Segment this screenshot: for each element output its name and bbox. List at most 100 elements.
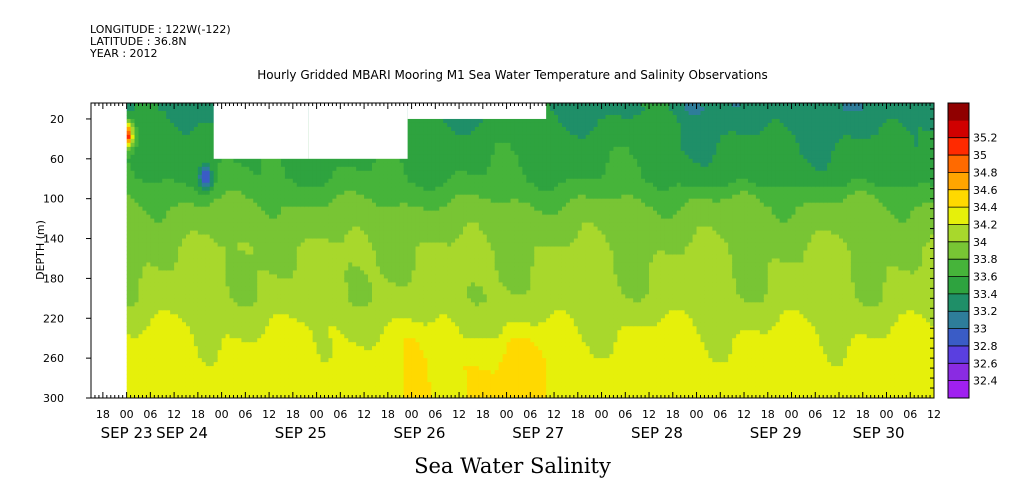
heatmap-cell bbox=[253, 366, 258, 371]
heatmap-cell bbox=[189, 118, 195, 124]
heatmap-cell bbox=[269, 162, 274, 168]
heatmap-cell bbox=[372, 242, 377, 248]
heatmap-cell bbox=[387, 262, 393, 268]
heatmap-cell bbox=[292, 302, 298, 307]
heatmap-cell bbox=[201, 250, 207, 256]
heatmap-cell bbox=[292, 286, 298, 291]
heatmap-cell bbox=[174, 106, 179, 112]
heatmap-cell bbox=[277, 182, 282, 188]
heatmap-cell bbox=[320, 226, 326, 232]
heatmap-cell bbox=[284, 210, 290, 216]
heatmap-cell bbox=[201, 378, 207, 383]
heatmap-cell bbox=[142, 282, 148, 287]
heatmap-cell bbox=[146, 110, 151, 116]
heatmap-cell bbox=[170, 290, 175, 295]
heatmap-cell bbox=[134, 134, 140, 140]
heatmap-cell bbox=[185, 250, 191, 256]
heatmap-cell bbox=[134, 322, 140, 327]
heatmap-cell bbox=[280, 378, 286, 383]
heatmap-cell bbox=[360, 210, 365, 216]
heatmap-cell bbox=[170, 354, 175, 359]
heatmap-cell bbox=[352, 202, 357, 208]
heatmap-cell bbox=[162, 250, 167, 256]
heatmap-cell bbox=[154, 218, 159, 224]
heatmap-cell bbox=[130, 126, 136, 132]
heatmap-cell bbox=[352, 362, 357, 367]
heatmap-cell bbox=[320, 366, 326, 371]
heatmap-cell bbox=[300, 362, 306, 367]
heatmap-cell bbox=[197, 190, 203, 196]
heatmap-cell bbox=[162, 202, 167, 208]
heatmap-cell bbox=[288, 394, 294, 398]
heatmap-cell bbox=[284, 218, 290, 224]
heatmap-cell bbox=[288, 290, 294, 295]
heatmap-cell bbox=[277, 278, 282, 283]
heatmap-cell bbox=[383, 274, 389, 280]
heatmap-cell bbox=[134, 338, 140, 343]
heatmap-cell bbox=[332, 326, 337, 331]
heatmap-cell bbox=[225, 162, 231, 168]
heatmap-cell bbox=[328, 194, 334, 200]
heatmap-cell bbox=[150, 214, 155, 220]
heatmap-cell bbox=[253, 202, 258, 208]
heatmap-cell bbox=[209, 254, 215, 260]
heatmap-cell bbox=[249, 258, 254, 264]
heatmap-cell bbox=[146, 226, 151, 232]
heatmap-cell bbox=[229, 214, 235, 220]
heatmap-cell bbox=[284, 394, 290, 398]
heatmap-cell bbox=[162, 358, 167, 363]
heatmap-cell bbox=[328, 374, 334, 379]
heatmap-cell bbox=[280, 346, 286, 351]
heatmap-cell bbox=[360, 370, 365, 375]
heatmap-cell bbox=[182, 178, 187, 184]
heatmap-cell bbox=[273, 318, 278, 323]
heatmap-cell bbox=[269, 302, 274, 307]
heatmap-cell bbox=[178, 362, 183, 367]
heatmap-cell bbox=[348, 214, 353, 220]
heatmap-cell bbox=[201, 154, 207, 160]
heatmap-cell bbox=[189, 306, 195, 311]
heatmap-cell bbox=[237, 246, 242, 252]
heatmap-cell bbox=[328, 218, 334, 224]
heatmap-cell bbox=[146, 182, 151, 188]
heatmap-cell bbox=[134, 186, 140, 192]
heatmap-cell bbox=[249, 230, 254, 236]
heatmap-cell bbox=[308, 246, 314, 252]
heatmap-cell bbox=[284, 294, 290, 299]
heatmap-cell bbox=[178, 150, 183, 156]
heatmap-cell bbox=[261, 250, 266, 256]
heatmap-cell bbox=[300, 198, 306, 204]
heatmap-cell bbox=[300, 286, 306, 291]
heatmap-cell bbox=[162, 334, 167, 339]
heatmap-cell bbox=[379, 322, 385, 327]
heatmap-cell bbox=[158, 278, 163, 283]
heatmap-cell bbox=[300, 258, 306, 264]
heatmap-cell bbox=[379, 262, 385, 268]
heatmap-cell bbox=[265, 322, 270, 327]
heatmap-cell bbox=[197, 134, 203, 140]
heatmap-cell bbox=[368, 386, 373, 391]
heatmap-cell bbox=[225, 206, 231, 212]
heatmap-cell bbox=[261, 318, 266, 323]
heatmap-cell bbox=[273, 394, 278, 398]
heatmap-cell bbox=[182, 194, 187, 200]
heatmap-cell bbox=[142, 310, 148, 315]
heatmap-cell bbox=[257, 278, 262, 283]
heatmap-cell bbox=[312, 362, 318, 367]
heatmap-cell bbox=[316, 374, 322, 379]
heatmap-cell bbox=[277, 250, 282, 256]
heatmap-cell bbox=[241, 386, 246, 391]
heatmap-cell bbox=[300, 386, 306, 391]
heatmap-cell bbox=[126, 194, 132, 200]
heatmap-cell bbox=[245, 198, 250, 204]
heatmap-cell bbox=[324, 350, 330, 355]
heatmap-cell bbox=[245, 226, 250, 232]
heatmap-cell bbox=[277, 378, 282, 383]
heatmap-cell bbox=[166, 234, 171, 240]
heatmap-cell bbox=[209, 306, 215, 311]
heatmap-cell bbox=[277, 258, 282, 264]
heatmap-cell bbox=[174, 290, 179, 295]
heatmap-cell bbox=[273, 226, 278, 232]
heatmap-cell bbox=[217, 342, 223, 347]
heatmap-cell bbox=[178, 298, 183, 303]
